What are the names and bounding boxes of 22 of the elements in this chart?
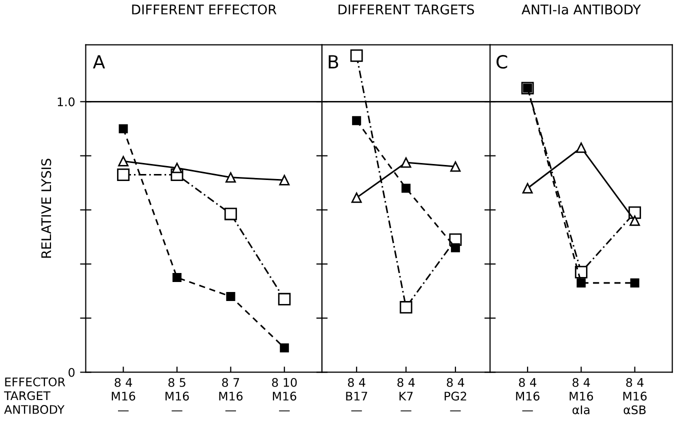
y-tick-label: 1.0 <box>58 97 75 106</box>
x-tick-label: 8 5 M16 — <box>166 378 189 412</box>
y-tick-label: 0 <box>68 368 75 377</box>
x-tick-label: 8 4 M16 — <box>516 378 540 412</box>
annotation: C <box>496 54 508 69</box>
x-tick-label: 8 4 B17 — <box>346 378 368 412</box>
x-tick-label: 8 4 M16 — <box>112 378 136 412</box>
text: TARGET <box>4 391 50 400</box>
x-tick-label: 8 7 M16 — <box>219 378 243 412</box>
y-axis-title: RELATIVE LYSIS <box>41 158 52 258</box>
x-tick-label: 8 4 M16 αIa <box>570 378 594 414</box>
chart-title: DIFFERENT EFFECTOR <box>132 4 276 14</box>
annotation: B <box>328 55 338 68</box>
x-tick-label: 8 4 M16 αSB <box>623 378 647 414</box>
text: EFFECTOR <box>5 377 66 386</box>
x-tick-label: 8 10 M16 — <box>272 378 297 412</box>
text: ANTIBODY <box>4 405 65 414</box>
chart-title: ANTI-Ia ANTIBODY <box>522 4 641 14</box>
x-tick-label: 8 4 K7 — <box>397 378 415 412</box>
x-tick-label: 8 4 PG2 — <box>444 378 466 412</box>
annotation: A <box>92 55 106 68</box>
chart-title: DIFFERENT TARGETS <box>338 4 474 14</box>
